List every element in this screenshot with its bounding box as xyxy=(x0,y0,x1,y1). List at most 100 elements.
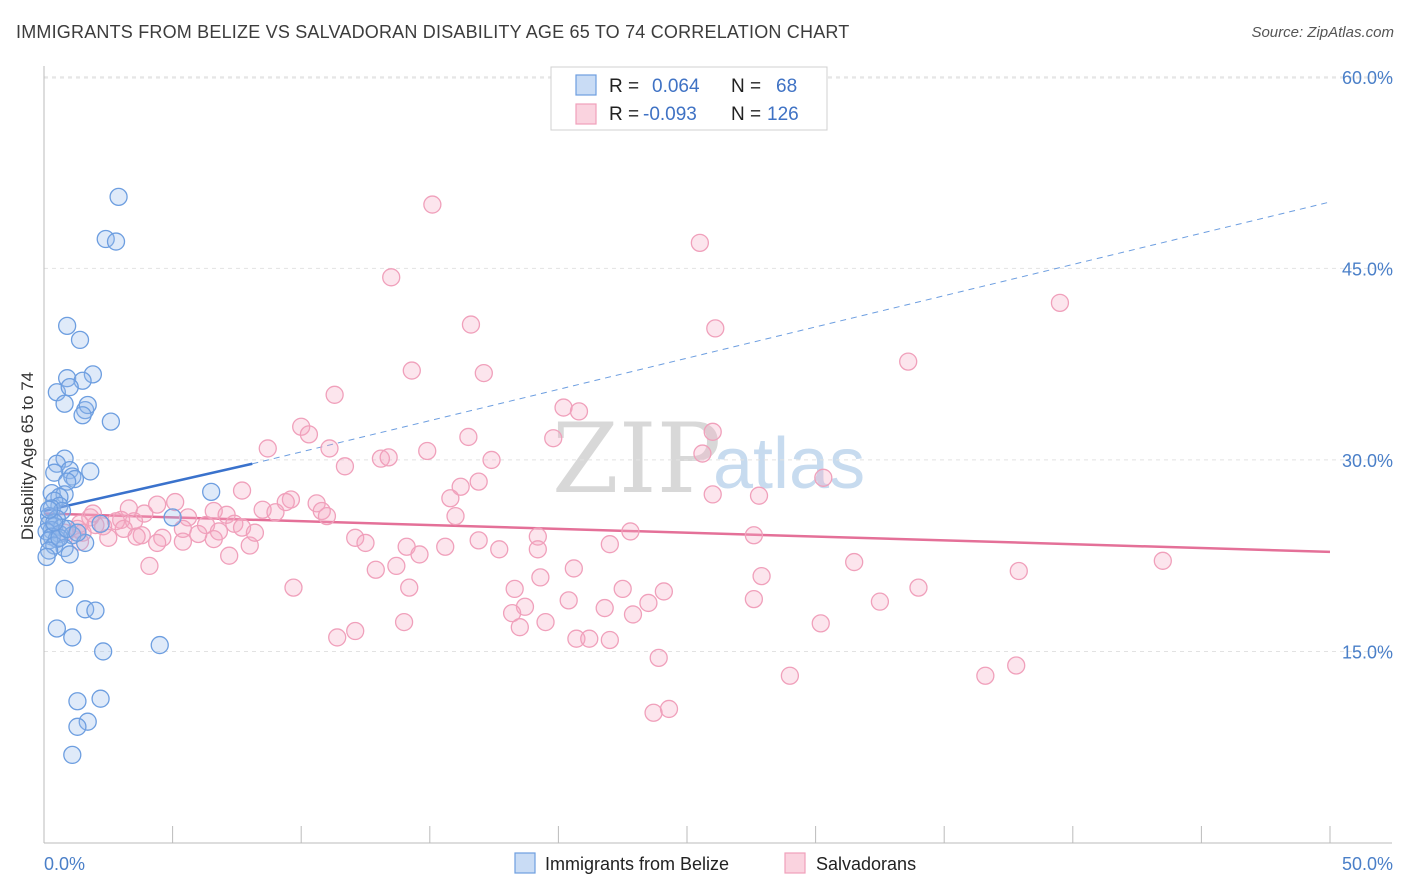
stats-legend-n-label: N = xyxy=(731,76,761,97)
stats-legend-r-value: 0.064 xyxy=(652,76,700,97)
belize-point xyxy=(70,330,90,350)
legend-swatch-belize xyxy=(514,852,536,874)
salvadoran-point xyxy=(446,506,465,526)
salvadoran-point xyxy=(749,486,769,505)
belize-point xyxy=(101,412,121,431)
watermark: ZIP atlas xyxy=(552,403,865,515)
legend-label-belize: Immigrants from Belize xyxy=(545,854,729,874)
stats-legend: R = 0.064 N = 68 R = -0.093 N = 126 xyxy=(550,66,828,131)
salvadoran-point xyxy=(418,441,437,461)
salvadoran-point xyxy=(976,666,995,685)
salvadoran-point xyxy=(536,612,555,632)
belize-point xyxy=(202,482,221,501)
salvadoran-point xyxy=(178,508,198,527)
stats-legend-swatch-belize xyxy=(575,74,597,96)
y-tick-label: 15.0% xyxy=(1342,642,1393,662)
salvadoran-point xyxy=(127,527,146,546)
belize-point xyxy=(91,514,110,533)
salvadoran-point xyxy=(564,559,583,578)
axes xyxy=(43,66,1392,844)
belize-point xyxy=(60,545,79,564)
belize-point xyxy=(57,316,77,335)
salvadoran-point xyxy=(654,582,674,601)
salvadoran-point xyxy=(621,522,640,541)
belize-point xyxy=(55,394,74,413)
belize-point xyxy=(109,187,128,207)
salvadoran-point xyxy=(613,579,632,599)
belize-point xyxy=(45,463,64,482)
y-axis-label: Disability Age 65 to 74 xyxy=(18,372,37,540)
salvadoran-point xyxy=(356,533,375,553)
stats-legend-n-value: 68 xyxy=(776,76,797,97)
belize-point xyxy=(76,400,95,420)
salvadoran-point xyxy=(346,528,365,547)
stats-legend-n-label: N = xyxy=(731,104,761,125)
belize-point xyxy=(63,745,82,765)
belize-point xyxy=(81,462,100,481)
salvadoran-point xyxy=(1153,551,1172,570)
salvadoran-point xyxy=(482,450,501,470)
salvadoran-point xyxy=(335,457,355,476)
belize-point xyxy=(106,232,126,251)
belize-point xyxy=(55,579,74,599)
salvadoran-point xyxy=(899,352,918,371)
belize-point xyxy=(78,712,97,731)
salvadoran-point xyxy=(510,618,529,637)
x-tick-labels: 0.0% 50.0% xyxy=(44,854,1393,874)
salvadoran-point xyxy=(379,448,398,467)
legend-swatch-salvadoran xyxy=(784,852,806,874)
salvadoran-point xyxy=(423,195,442,214)
salvadoran-point xyxy=(909,578,928,597)
salvadoran-point xyxy=(371,449,391,468)
x-tick-label: 0.0% xyxy=(44,854,85,874)
salvadoran-point xyxy=(299,425,319,444)
salvadoran-point xyxy=(811,614,830,633)
salvadoran-point xyxy=(1050,293,1070,313)
salvadoran-point xyxy=(284,578,303,597)
salvadoran-point xyxy=(232,481,252,500)
salvadoran-point xyxy=(780,666,800,685)
legend-label-salvadoran: Salvadorans xyxy=(816,854,916,874)
salvadoran-point xyxy=(387,556,406,576)
belize-point xyxy=(63,628,82,647)
y-tick-label: 60.0% xyxy=(1342,68,1393,88)
salvadoran-point xyxy=(325,385,344,404)
stats-legend-n-value: 126 xyxy=(767,104,799,125)
salvadoran-point xyxy=(394,612,414,632)
salvadoran-point xyxy=(639,593,658,613)
salvadoran-point xyxy=(410,545,429,564)
salvadoran-point xyxy=(502,604,522,623)
salvadoran-point xyxy=(528,527,547,546)
salvadoran-point xyxy=(292,417,311,436)
salvadoran-point xyxy=(204,529,223,549)
salvadoran-point xyxy=(441,489,460,508)
salvadoran-point xyxy=(703,422,722,441)
chart-title: IMMIGRANTS FROM BELIZE VS SALVADORAN DIS… xyxy=(16,22,850,42)
salvadoran-point xyxy=(346,621,365,641)
salvadoran-point xyxy=(469,472,488,491)
salvadoran-point xyxy=(474,363,493,383)
watermark-zip: ZIP xyxy=(552,403,721,515)
salvadoran-point xyxy=(814,468,833,487)
stats-legend-swatch-salvadoran xyxy=(575,103,597,125)
stats-legend-r-label: R = xyxy=(609,104,639,125)
salvadoran-point xyxy=(258,439,277,458)
belize-point xyxy=(60,377,79,397)
salvadoran-point xyxy=(659,699,679,719)
salvadoran-point xyxy=(148,495,167,514)
salvadoran-point xyxy=(266,503,285,522)
belize-trend-line xyxy=(43,462,253,513)
salvadoran-point xyxy=(366,560,385,579)
belize-point xyxy=(47,619,67,638)
salvadoran-point xyxy=(469,531,488,550)
source-label: Source: ZipAtlas.com xyxy=(1251,24,1394,41)
salvadoran-point xyxy=(400,578,419,597)
belize-point xyxy=(94,642,113,661)
salvadoran-point xyxy=(328,628,347,647)
salvadoran-point xyxy=(531,568,550,587)
salvadoran-point xyxy=(744,526,764,545)
salvadoran-point xyxy=(153,528,172,547)
belize-trend-extension xyxy=(252,201,1331,465)
salvadoran-point xyxy=(644,703,663,722)
y-tick-labels: 15.0% 30.0% 45.0% 60.0% xyxy=(1342,68,1393,663)
